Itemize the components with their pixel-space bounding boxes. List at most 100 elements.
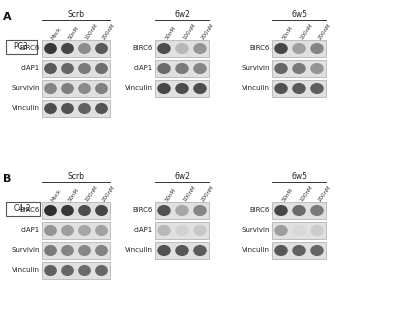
Ellipse shape (175, 225, 189, 236)
Ellipse shape (95, 245, 108, 256)
Ellipse shape (61, 265, 74, 276)
Text: cIAP1: cIAP1 (21, 227, 40, 233)
Ellipse shape (61, 205, 74, 216)
Ellipse shape (310, 83, 324, 94)
Text: cIAP1: cIAP1 (21, 66, 40, 71)
Ellipse shape (61, 83, 74, 94)
Text: Vinculin: Vinculin (12, 106, 40, 112)
Ellipse shape (175, 43, 189, 54)
Text: BIRC6: BIRC6 (20, 208, 40, 213)
Text: B: B (3, 174, 11, 184)
Text: Vinculin: Vinculin (12, 267, 40, 273)
Bar (42, 80, 110, 97)
Text: 6w2: 6w2 (174, 172, 190, 181)
Ellipse shape (78, 103, 91, 114)
Ellipse shape (274, 83, 288, 94)
Ellipse shape (193, 63, 207, 74)
Bar (272, 80, 326, 97)
Text: 200nM: 200nM (102, 23, 116, 41)
Bar (155, 60, 209, 77)
Text: Mock: Mock (50, 188, 63, 203)
Ellipse shape (44, 83, 57, 94)
Ellipse shape (292, 225, 306, 236)
Bar (155, 202, 209, 219)
Ellipse shape (44, 43, 57, 54)
Text: 50nM: 50nM (164, 25, 177, 41)
Ellipse shape (310, 245, 324, 256)
Ellipse shape (274, 205, 288, 216)
Ellipse shape (175, 205, 189, 216)
Text: C4-2: C4-2 (14, 204, 31, 213)
Text: BIRC6: BIRC6 (250, 45, 270, 52)
Ellipse shape (44, 265, 57, 276)
Text: Mock: Mock (50, 26, 63, 41)
Text: 50nM: 50nM (68, 25, 80, 41)
Text: BIRC6: BIRC6 (133, 208, 153, 213)
Ellipse shape (274, 63, 288, 74)
Ellipse shape (44, 63, 57, 74)
Ellipse shape (95, 205, 108, 216)
Text: 50nM: 50nM (68, 188, 80, 203)
Text: 50nM: 50nM (281, 188, 294, 203)
FancyBboxPatch shape (6, 202, 40, 215)
Text: BIRC6: BIRC6 (20, 45, 40, 52)
Bar (42, 202, 110, 219)
Ellipse shape (157, 43, 171, 54)
Ellipse shape (44, 245, 57, 256)
Bar (272, 202, 326, 219)
Ellipse shape (175, 83, 189, 94)
Text: 100nM: 100nM (299, 185, 314, 203)
Bar (272, 40, 326, 57)
Ellipse shape (44, 225, 57, 236)
Ellipse shape (78, 205, 91, 216)
Ellipse shape (95, 225, 108, 236)
Ellipse shape (78, 43, 91, 54)
Text: 6w2: 6w2 (174, 10, 190, 19)
Bar (42, 100, 110, 117)
Text: 100nM: 100nM (84, 185, 99, 203)
Ellipse shape (310, 63, 324, 74)
Ellipse shape (157, 245, 171, 256)
Ellipse shape (61, 245, 74, 256)
Ellipse shape (157, 63, 171, 74)
Bar (42, 40, 110, 57)
Text: Scrb: Scrb (68, 172, 84, 181)
Ellipse shape (292, 63, 306, 74)
Bar (272, 60, 326, 77)
Text: PC3: PC3 (14, 42, 28, 51)
Ellipse shape (78, 63, 91, 74)
Bar (42, 262, 110, 279)
Ellipse shape (61, 43, 74, 54)
Text: 200nM: 200nM (317, 185, 332, 203)
Bar (272, 222, 326, 239)
Ellipse shape (274, 225, 288, 236)
Text: Survivin: Survivin (242, 227, 270, 233)
Ellipse shape (78, 265, 91, 276)
Ellipse shape (61, 103, 74, 114)
Ellipse shape (193, 245, 207, 256)
Text: 50nM: 50nM (281, 25, 294, 41)
Ellipse shape (310, 43, 324, 54)
Ellipse shape (292, 83, 306, 94)
Text: BIRC6: BIRC6 (133, 45, 153, 52)
Text: Vinculin: Vinculin (125, 85, 153, 91)
Ellipse shape (78, 245, 91, 256)
Ellipse shape (193, 225, 207, 236)
Text: Survivin: Survivin (12, 85, 40, 91)
Ellipse shape (95, 43, 108, 54)
Text: 100nM: 100nM (182, 185, 197, 203)
Bar (42, 222, 110, 239)
Text: 100nM: 100nM (84, 23, 99, 41)
Bar (155, 80, 209, 97)
Ellipse shape (310, 225, 324, 236)
Bar (155, 222, 209, 239)
Ellipse shape (95, 103, 108, 114)
Text: 200nM: 200nM (102, 185, 116, 203)
Bar (272, 242, 326, 259)
Text: Survivin: Survivin (12, 248, 40, 254)
Text: Survivin: Survivin (242, 66, 270, 71)
Ellipse shape (44, 103, 57, 114)
Ellipse shape (193, 83, 207, 94)
Ellipse shape (274, 245, 288, 256)
Ellipse shape (157, 225, 171, 236)
